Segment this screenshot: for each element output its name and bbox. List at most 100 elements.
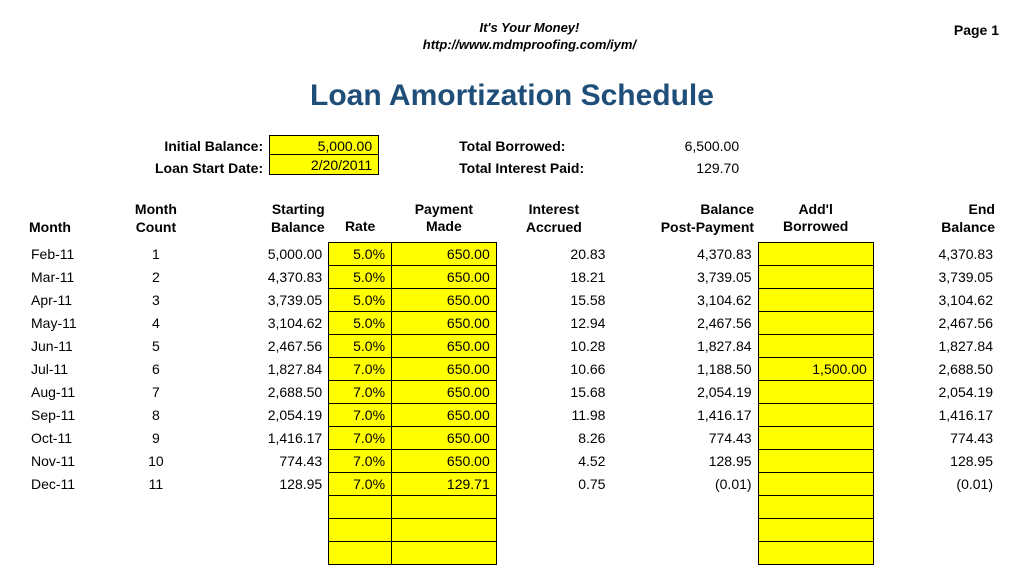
cell-count: 9: [109, 426, 203, 449]
header-center: It's Your Money! http://www.mdmproofing.…: [105, 20, 954, 54]
table-body: Feb-1115,000.005.0%650.0020.834,370.834,…: [25, 242, 999, 564]
cell-interest: 8.26: [496, 426, 611, 449]
cell-rate: 7.0%: [329, 357, 392, 380]
cell-postbal: 2,467.56: [611, 311, 758, 334]
cell-rate: 5.0%: [329, 265, 392, 288]
cell-payment: 650.00: [392, 288, 497, 311]
cell-payment: 650.00: [392, 449, 497, 472]
cell-interest: 11.98: [496, 403, 611, 426]
cell-addl: [758, 265, 873, 288]
cell-payment: 650.00: [392, 403, 497, 426]
total-borrowed-label: Total Borrowed:: [459, 135, 619, 157]
cell-end: 774.43: [873, 426, 999, 449]
cell-addl: [758, 311, 873, 334]
cell-end: 4,370.83: [873, 242, 999, 265]
cell-postbal: 1,416.17: [611, 403, 758, 426]
cell-start: 1,416.17: [203, 426, 329, 449]
table-row: Aug-1172,688.507.0%650.0015.682,054.192,…: [25, 380, 999, 403]
cell-addl: [758, 472, 873, 495]
cell-postbal: (0.01): [611, 472, 758, 495]
cell-start: 128.95: [203, 472, 329, 495]
cell-start: 1,827.84: [203, 357, 329, 380]
table-row-blank: [25, 541, 999, 564]
cell-payment: 650.00: [392, 357, 497, 380]
page-number: Page 1: [954, 20, 999, 38]
cell-interest: 12.94: [496, 311, 611, 334]
cell-payment-blank: [392, 495, 497, 518]
cell-count: 3: [109, 288, 203, 311]
col-interest: InterestAccrued: [496, 201, 611, 243]
cell-payment: 650.00: [392, 265, 497, 288]
cell-payment: 650.00: [392, 426, 497, 449]
table-row-blank: [25, 495, 999, 518]
cell-count: 1: [109, 242, 203, 265]
col-rate: Rate: [329, 201, 392, 243]
cell-count: 2: [109, 265, 203, 288]
cell-count: 11: [109, 472, 203, 495]
initial-balance-value: 5,000.00: [269, 135, 379, 155]
cell-rate: 7.0%: [329, 472, 392, 495]
cell-start: 3,739.05: [203, 288, 329, 311]
cell-start: 4,370.83: [203, 265, 329, 288]
cell-payment: 650.00: [392, 380, 497, 403]
cell-end: 2,688.50: [873, 357, 999, 380]
cell-addl-blank: [758, 541, 873, 564]
cell-addl: [758, 334, 873, 357]
cell-addl-blank: [758, 495, 873, 518]
cell-addl-blank: [758, 518, 873, 541]
cell-rate: 7.0%: [329, 449, 392, 472]
cell-interest: 10.28: [496, 334, 611, 357]
cell-interest: 4.52: [496, 449, 611, 472]
cell-month: Jul-11: [25, 357, 109, 380]
cell-end: 1,827.84: [873, 334, 999, 357]
cell-postbal: 128.95: [611, 449, 758, 472]
cell-interest: 0.75: [496, 472, 611, 495]
table-row: Nov-1110774.437.0%650.004.52128.95128.95: [25, 449, 999, 472]
cell-start: 2,054.19: [203, 403, 329, 426]
cell-postbal: 3,739.05: [611, 265, 758, 288]
cell-payment-blank: [392, 518, 497, 541]
summary-right: Total Borrowed: Total Interest Paid: 6,5…: [459, 135, 739, 179]
cell-payment: 129.71: [392, 472, 497, 495]
page-title: Loan Amortization Schedule: [25, 79, 999, 113]
cell-count: 6: [109, 357, 203, 380]
cell-end: 3,104.62: [873, 288, 999, 311]
col-starting: StartingBalance: [203, 201, 329, 243]
cell-addl: [758, 449, 873, 472]
cell-count: 10: [109, 449, 203, 472]
cell-rate: 5.0%: [329, 288, 392, 311]
summary-left: Initial Balance: Loan Start Date: 5,000.…: [155, 135, 379, 179]
total-interest-label: Total Interest Paid:: [459, 157, 619, 179]
col-end: EndBalance: [873, 201, 999, 243]
cell-count: 8: [109, 403, 203, 426]
print-header: It's Your Money! http://www.mdmproofing.…: [25, 20, 999, 54]
cell-postbal: 3,104.62: [611, 288, 758, 311]
table-header-row: Month MonthCount StartingBalance Rate Pa…: [25, 201, 999, 243]
cell-rate: 7.0%: [329, 426, 392, 449]
table-row: Sep-1182,054.197.0%650.0011.981,416.171,…: [25, 403, 999, 426]
total-borrowed-value: 6,500.00: [619, 135, 739, 157]
table-row: Jun-1152,467.565.0%650.0010.281,827.841,…: [25, 334, 999, 357]
cell-end: 2,054.19: [873, 380, 999, 403]
cell-addl: [758, 288, 873, 311]
cell-count: 5: [109, 334, 203, 357]
cell-addl: [758, 242, 873, 265]
cell-interest: 15.58: [496, 288, 611, 311]
col-postbal: BalancePost-Payment: [611, 201, 758, 243]
cell-postbal: 4,370.83: [611, 242, 758, 265]
initial-balance-label: Initial Balance:: [155, 135, 263, 157]
total-interest-value: 129.70: [619, 157, 739, 179]
col-month: Month: [25, 201, 109, 243]
cell-addl: [758, 380, 873, 403]
cell-interest: 18.21: [496, 265, 611, 288]
cell-end: 128.95: [873, 449, 999, 472]
cell-start: 2,467.56: [203, 334, 329, 357]
cell-interest: 15.68: [496, 380, 611, 403]
cell-month: Nov-11: [25, 449, 109, 472]
cell-month: Mar-11: [25, 265, 109, 288]
cell-month: Jun-11: [25, 334, 109, 357]
cell-rate: 5.0%: [329, 334, 392, 357]
cell-rate: 7.0%: [329, 380, 392, 403]
cell-start: 5,000.00: [203, 242, 329, 265]
table-row: May-1143,104.625.0%650.0012.942,467.562,…: [25, 311, 999, 334]
